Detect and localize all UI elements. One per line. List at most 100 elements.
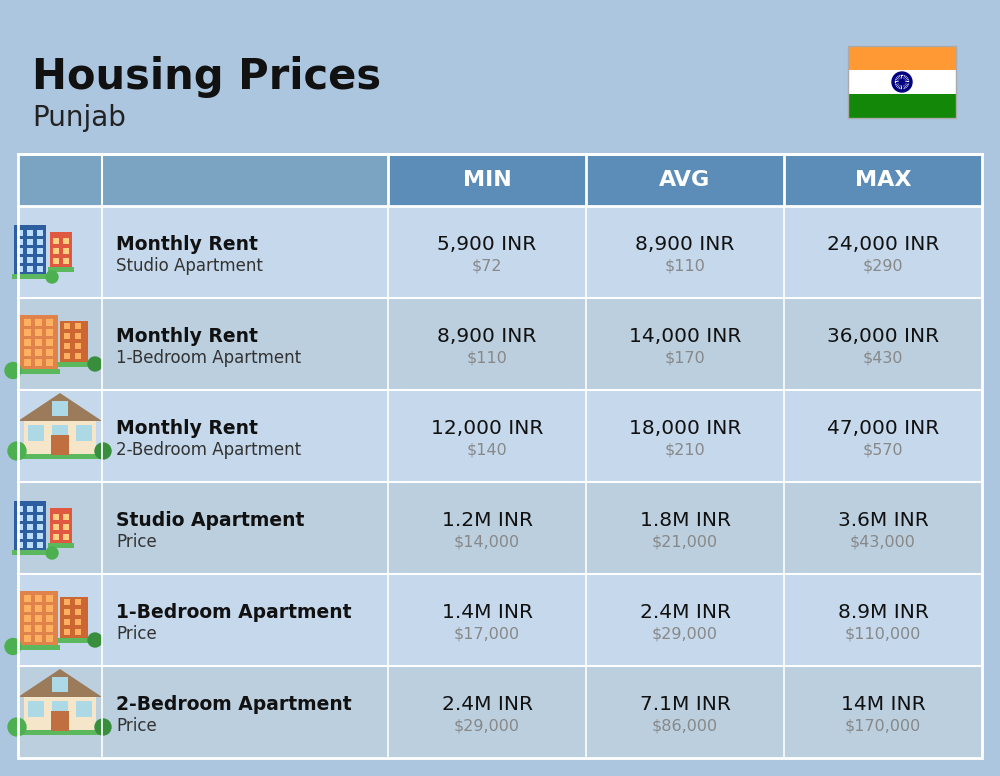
- Text: $17,000: $17,000: [454, 626, 520, 642]
- FancyBboxPatch shape: [17, 533, 23, 539]
- FancyBboxPatch shape: [46, 348, 53, 355]
- FancyBboxPatch shape: [75, 353, 81, 359]
- FancyBboxPatch shape: [75, 619, 81, 625]
- FancyBboxPatch shape: [27, 515, 33, 521]
- Text: 5,900 INR: 5,900 INR: [437, 234, 537, 254]
- FancyBboxPatch shape: [37, 524, 43, 530]
- FancyBboxPatch shape: [46, 605, 53, 611]
- FancyBboxPatch shape: [17, 248, 23, 254]
- Text: $170,000: $170,000: [845, 719, 921, 733]
- FancyBboxPatch shape: [58, 362, 90, 367]
- FancyBboxPatch shape: [46, 328, 53, 335]
- FancyBboxPatch shape: [64, 599, 70, 605]
- FancyBboxPatch shape: [64, 619, 70, 625]
- FancyBboxPatch shape: [37, 257, 43, 263]
- FancyBboxPatch shape: [24, 318, 31, 325]
- Text: 14M INR: 14M INR: [841, 695, 925, 713]
- Text: Studio Apartment: Studio Apartment: [116, 257, 263, 275]
- FancyBboxPatch shape: [75, 609, 81, 615]
- Text: AVG: AVG: [659, 170, 711, 190]
- Text: Price: Price: [116, 625, 157, 643]
- FancyBboxPatch shape: [46, 635, 53, 642]
- FancyBboxPatch shape: [388, 154, 982, 206]
- FancyBboxPatch shape: [46, 594, 53, 601]
- FancyBboxPatch shape: [46, 318, 53, 325]
- Circle shape: [892, 72, 912, 92]
- Text: 18,000 INR: 18,000 INR: [629, 418, 741, 438]
- Text: 1-Bedroom Apartment: 1-Bedroom Apartment: [116, 349, 301, 367]
- Text: $72: $72: [472, 258, 502, 273]
- Text: $110,000: $110,000: [845, 626, 921, 642]
- FancyBboxPatch shape: [24, 697, 96, 731]
- FancyBboxPatch shape: [24, 615, 31, 622]
- Text: Punjab: Punjab: [32, 104, 126, 132]
- Polygon shape: [18, 669, 102, 697]
- Text: $570: $570: [863, 442, 903, 458]
- FancyBboxPatch shape: [18, 298, 982, 390]
- FancyBboxPatch shape: [14, 225, 46, 275]
- FancyBboxPatch shape: [12, 274, 48, 279]
- FancyBboxPatch shape: [18, 206, 982, 298]
- FancyBboxPatch shape: [63, 238, 69, 244]
- FancyBboxPatch shape: [20, 591, 58, 646]
- FancyBboxPatch shape: [35, 359, 42, 365]
- FancyBboxPatch shape: [848, 94, 956, 118]
- FancyBboxPatch shape: [18, 574, 982, 666]
- FancyBboxPatch shape: [24, 328, 31, 335]
- FancyBboxPatch shape: [17, 515, 23, 521]
- Text: 36,000 INR: 36,000 INR: [827, 327, 939, 345]
- FancyBboxPatch shape: [18, 482, 982, 574]
- FancyBboxPatch shape: [52, 701, 68, 717]
- FancyBboxPatch shape: [35, 594, 42, 601]
- Text: 24,000 INR: 24,000 INR: [827, 234, 939, 254]
- Circle shape: [46, 271, 58, 283]
- Text: $21,000: $21,000: [652, 535, 718, 549]
- Text: 1.8M INR: 1.8M INR: [640, 511, 730, 529]
- FancyBboxPatch shape: [17, 542, 23, 548]
- FancyBboxPatch shape: [53, 258, 59, 264]
- FancyBboxPatch shape: [63, 534, 69, 540]
- Circle shape: [46, 547, 58, 559]
- FancyBboxPatch shape: [53, 248, 59, 254]
- FancyBboxPatch shape: [37, 266, 43, 272]
- FancyBboxPatch shape: [37, 230, 43, 236]
- Text: $210: $210: [665, 442, 705, 458]
- FancyBboxPatch shape: [52, 425, 68, 441]
- FancyBboxPatch shape: [848, 46, 956, 70]
- FancyBboxPatch shape: [46, 615, 53, 622]
- Text: 7.1M INR: 7.1M INR: [640, 695, 730, 713]
- FancyBboxPatch shape: [76, 425, 92, 441]
- Circle shape: [95, 719, 111, 735]
- FancyBboxPatch shape: [64, 609, 70, 615]
- FancyBboxPatch shape: [20, 314, 58, 369]
- FancyBboxPatch shape: [52, 425, 68, 441]
- FancyBboxPatch shape: [27, 230, 33, 236]
- FancyBboxPatch shape: [37, 515, 43, 521]
- FancyBboxPatch shape: [75, 343, 81, 349]
- FancyBboxPatch shape: [28, 701, 44, 717]
- FancyBboxPatch shape: [18, 390, 982, 482]
- FancyBboxPatch shape: [37, 239, 43, 245]
- Text: $29,000: $29,000: [652, 626, 718, 642]
- FancyBboxPatch shape: [14, 501, 46, 551]
- Circle shape: [8, 718, 26, 736]
- FancyBboxPatch shape: [60, 321, 88, 363]
- FancyBboxPatch shape: [27, 257, 33, 263]
- Text: 47,000 INR: 47,000 INR: [827, 418, 939, 438]
- Text: $140: $140: [467, 442, 507, 458]
- Text: $86,000: $86,000: [652, 719, 718, 733]
- FancyBboxPatch shape: [75, 333, 81, 339]
- Text: 12,000 INR: 12,000 INR: [431, 418, 543, 438]
- Text: Monthly Rent: Monthly Rent: [116, 234, 258, 254]
- FancyBboxPatch shape: [24, 594, 31, 601]
- FancyBboxPatch shape: [17, 230, 23, 236]
- FancyBboxPatch shape: [17, 506, 23, 512]
- FancyBboxPatch shape: [53, 534, 59, 540]
- FancyBboxPatch shape: [63, 248, 69, 254]
- FancyBboxPatch shape: [51, 711, 69, 731]
- Circle shape: [5, 639, 21, 654]
- FancyBboxPatch shape: [53, 524, 59, 530]
- FancyBboxPatch shape: [17, 524, 23, 530]
- FancyBboxPatch shape: [52, 677, 68, 689]
- FancyBboxPatch shape: [27, 239, 33, 245]
